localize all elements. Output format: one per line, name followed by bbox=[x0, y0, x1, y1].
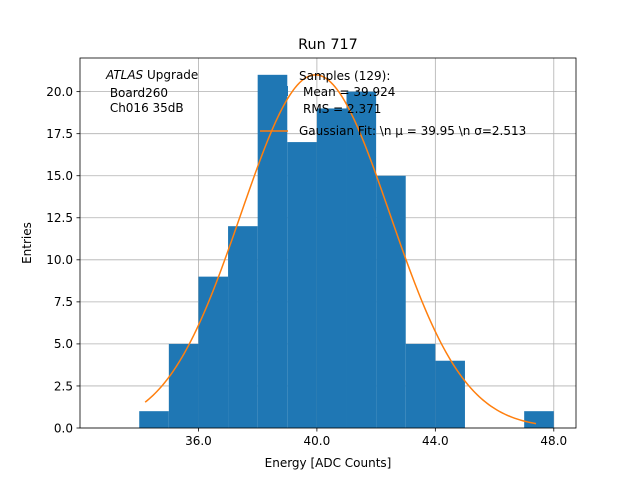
x-tick-label: 36.0 bbox=[185, 434, 212, 448]
gaussian-fit bbox=[144, 74, 537, 425]
atlas-annotation: ATLAS Upgrade Board260 Ch016 35dB bbox=[105, 68, 198, 115]
annotation-atlas-italic: ATLAS bbox=[105, 68, 144, 82]
chart-title: Run 717 bbox=[298, 37, 358, 53]
y-axis-label: Entries bbox=[20, 222, 34, 264]
axes-frame bbox=[79, 57, 577, 429]
histogram-bar bbox=[139, 411, 169, 428]
histogram-bar bbox=[346, 91, 377, 429]
x-axis-ticks: 36.0 40.0 44.0 48.0 bbox=[185, 428, 567, 448]
x-axis-label: Energy [ADC Counts] bbox=[265, 456, 392, 470]
histogram-bar bbox=[198, 276, 229, 428]
y-tick-label: 12.5 bbox=[46, 211, 73, 225]
y-tick-label: 0.0 bbox=[54, 421, 73, 435]
x-tick-label: 48.0 bbox=[540, 434, 567, 448]
histogram-bar bbox=[435, 360, 465, 428]
y-tick-label: 2.5 bbox=[54, 379, 73, 393]
histogram-bar bbox=[316, 108, 347, 429]
legend-fit-label: Gaussian Fit: \n μ = 39.95 \n σ=2.513 bbox=[299, 124, 526, 138]
histogram-bar bbox=[376, 175, 406, 428]
x-tick-label: 40.0 bbox=[304, 434, 331, 448]
y-tick-label: 15.0 bbox=[46, 169, 73, 183]
annotation-line-atlas: ATLAS Upgrade bbox=[105, 68, 198, 82]
histogram-bar bbox=[257, 74, 288, 429]
annotation-line-channel: Ch016 35dB bbox=[106, 101, 184, 115]
y-tick-label: 5.0 bbox=[54, 337, 73, 351]
histogram-bar bbox=[287, 142, 317, 428]
x-tick-label: 44.0 bbox=[422, 434, 449, 448]
y-tick-label: 10.0 bbox=[46, 253, 73, 267]
histogram-bar bbox=[524, 411, 554, 428]
histogram-bar bbox=[228, 226, 258, 428]
legend-samples-label: Samples (129): bbox=[299, 69, 390, 83]
histogram-bar bbox=[405, 343, 436, 428]
histogram-bars bbox=[139, 74, 554, 429]
annotation-line-board: Board260 bbox=[106, 86, 168, 100]
legend-mean-label: Mean = 39.924 bbox=[303, 85, 395, 99]
gaussian-fit-curve bbox=[144, 74, 537, 425]
y-tick-label: 17.5 bbox=[46, 127, 73, 141]
legend-histogram-patch bbox=[260, 86, 288, 96]
y-axis-ticks: 0.0 2.5 5.0 7.5 10.0 12.5 15.0 17.5 20.0 bbox=[46, 85, 80, 435]
histogram-bar bbox=[168, 343, 199, 428]
annotation-atlas-rest: Upgrade bbox=[143, 68, 198, 82]
legend-rms-label: RMS = 2.371 bbox=[303, 102, 381, 116]
legend: Samples (129): Mean = 39.924 RMS = 2.371… bbox=[260, 69, 526, 138]
y-tick-label: 7.5 bbox=[54, 295, 73, 309]
y-tick-label: 20.0 bbox=[46, 85, 73, 99]
